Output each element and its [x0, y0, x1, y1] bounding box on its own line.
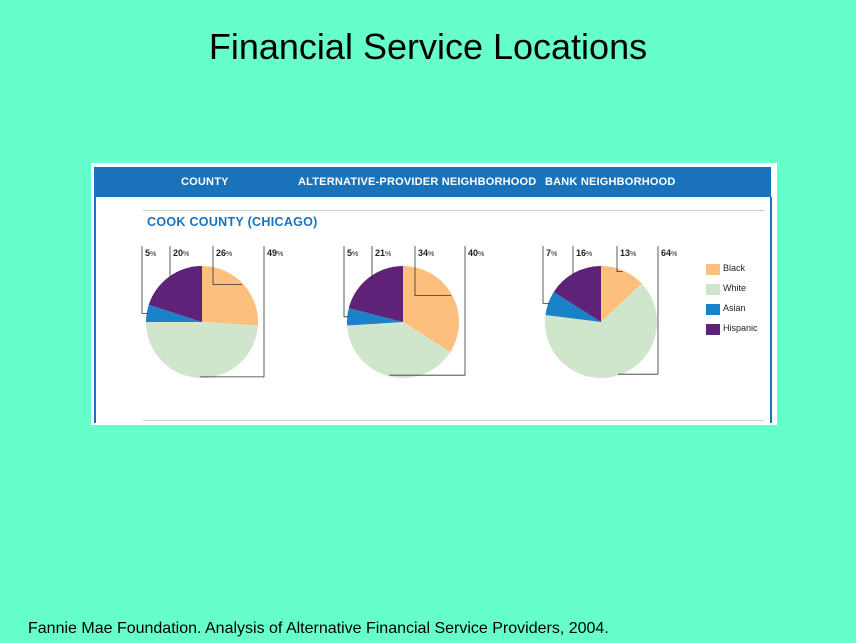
- pie-charts: 5% 20% 26% 49% 5% 21% 34% 40% 7% 16% 13% 64%: [141, 246, 677, 379]
- pie-slice-alternative-provider-neighborhood-black: [403, 266, 459, 353]
- pie-value-label-bank-neighborhood-white: 64%: [661, 248, 677, 258]
- pie-slice-bank-neighborhood-white: [544, 283, 657, 379]
- pie-label-alternative-provider-neighborhood-white: 40%: [389, 246, 484, 376]
- leader-line-county-white: [200, 246, 265, 378]
- pie-value-label-county-hispanic: 20%: [173, 248, 189, 258]
- pie-slice-bank-neighborhood-asian: [545, 291, 601, 322]
- leader-line-alternative-provider-neighborhood-white: [389, 246, 466, 376]
- slide-title: Financial Service Locations: [208, 26, 648, 67]
- divider: [143, 420, 765, 421]
- pie-value-label-alternative-provider-neighborhood-hispanic: 21%: [375, 248, 391, 258]
- leader-line-alternative-provider-neighborhood-hispanic: [369, 246, 373, 279]
- legend-label-white: White: [723, 283, 747, 293]
- pie-chart-figure: COUNTY ALTERNATIVE-PROVIDER NEIGHBORHOOD…: [91, 163, 777, 425]
- legend-label-asian: Asian: [723, 303, 746, 313]
- pie-value-label-alternative-provider-neighborhood-black: 34%: [418, 248, 434, 258]
- leader-line-bank-neighborhood-asian: [542, 246, 550, 304]
- pie-slice-county-hispanic: [148, 266, 202, 322]
- pie-label-bank-neighborhood-hispanic: 16%: [572, 246, 592, 275]
- pie-slice-county-white: [146, 322, 258, 379]
- pie-value-label-county-black: 26%: [216, 248, 232, 258]
- pie-slice-alternative-provider-neighborhood-white: [347, 322, 451, 379]
- leader-line-alternative-provider-neighborhood-asian: [343, 246, 349, 318]
- figure-frame: [94, 197, 772, 423]
- pie-value-label-county-white: 49%: [267, 248, 283, 258]
- legend-swatch-black: [706, 264, 720, 275]
- pie-value-label-bank-neighborhood-asian: 7%: [546, 248, 557, 258]
- pie-label-alternative-provider-neighborhood-hispanic: 21%: [369, 246, 391, 279]
- pie-slice-alternative-provider-neighborhood-asian: [346, 308, 403, 326]
- county-title: COOK COUNTY (CHICAGO): [147, 215, 318, 229]
- figure-header: COUNTY ALTERNATIVE-PROVIDER NEIGHBORHOOD…: [94, 167, 771, 197]
- pie-value-label-alternative-provider-neighborhood-asian: 5%: [347, 248, 358, 258]
- legend-swatch-white: [706, 284, 720, 295]
- pie-label-bank-neighborhood-white: 64%: [618, 246, 677, 375]
- header-county: COUNTY: [181, 176, 229, 188]
- pie-label-county-hispanic: 20%: [169, 246, 189, 278]
- pie-label-county-white: 49%: [200, 246, 283, 378]
- pie-slice-bank-neighborhood-black: [601, 266, 642, 322]
- leader-line-bank-neighborhood-black: [616, 246, 623, 272]
- pie-label-county-asian: 5%: [141, 246, 156, 314]
- header-bank: BANK NEIGHBORHOOD: [545, 176, 676, 188]
- pie-value-label-alternative-provider-neighborhood-white: 40%: [468, 248, 484, 258]
- pie-slice-alternative-provider-neighborhood-hispanic: [348, 266, 403, 322]
- pie-slice-bank-neighborhood-hispanic: [553, 266, 601, 322]
- header-alt-provider: ALTERNATIVE-PROVIDER NEIGHBORHOOD: [298, 176, 537, 188]
- pie-value-label-county-asian: 5%: [145, 248, 156, 258]
- leader-line-alternative-provider-neighborhood-black: [414, 246, 452, 297]
- pie-value-label-bank-neighborhood-hispanic: 16%: [576, 248, 592, 258]
- pie-label-alternative-provider-neighborhood-asian: 5%: [343, 246, 358, 318]
- leader-line-county-black: [212, 246, 242, 285]
- pie-value-label-bank-neighborhood-black: 13%: [620, 248, 636, 258]
- pie-slice-county-black: [202, 266, 259, 326]
- legend-label-black: Black: [723, 263, 746, 273]
- pie-label-county-black: 26%: [212, 246, 242, 285]
- divider: [143, 210, 765, 211]
- leader-line-county-asian: [141, 246, 148, 314]
- pie-slice-county-asian: [146, 304, 202, 322]
- pie-label-alternative-provider-neighborhood-black: 34%: [414, 246, 452, 297]
- leader-line-bank-neighborhood-white: [618, 246, 659, 375]
- pie-label-bank-neighborhood-black: 13%: [616, 246, 636, 272]
- leader-line-bank-neighborhood-hispanic: [572, 246, 575, 275]
- pie-label-bank-neighborhood-asian: 7%: [542, 246, 557, 304]
- legend-label-hispanic: Hispanic: [723, 323, 758, 333]
- legend-swatch-hispanic: [706, 324, 720, 335]
- legend-swatch-asian: [706, 304, 720, 315]
- source-citation: Fannie Mae Foundation. Analysis of Alter…: [28, 620, 609, 637]
